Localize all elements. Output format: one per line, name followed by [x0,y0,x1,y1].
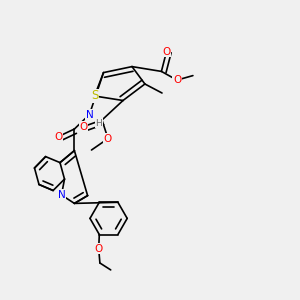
Text: N: N [58,190,65,200]
Text: N: N [85,110,93,120]
Text: O: O [104,134,112,144]
Text: O: O [173,75,181,85]
Text: O: O [54,131,63,142]
Text: O: O [79,122,88,132]
Text: H: H [96,118,102,127]
Text: S: S [91,89,98,103]
Text: O: O [162,46,171,57]
Text: O: O [94,244,103,254]
